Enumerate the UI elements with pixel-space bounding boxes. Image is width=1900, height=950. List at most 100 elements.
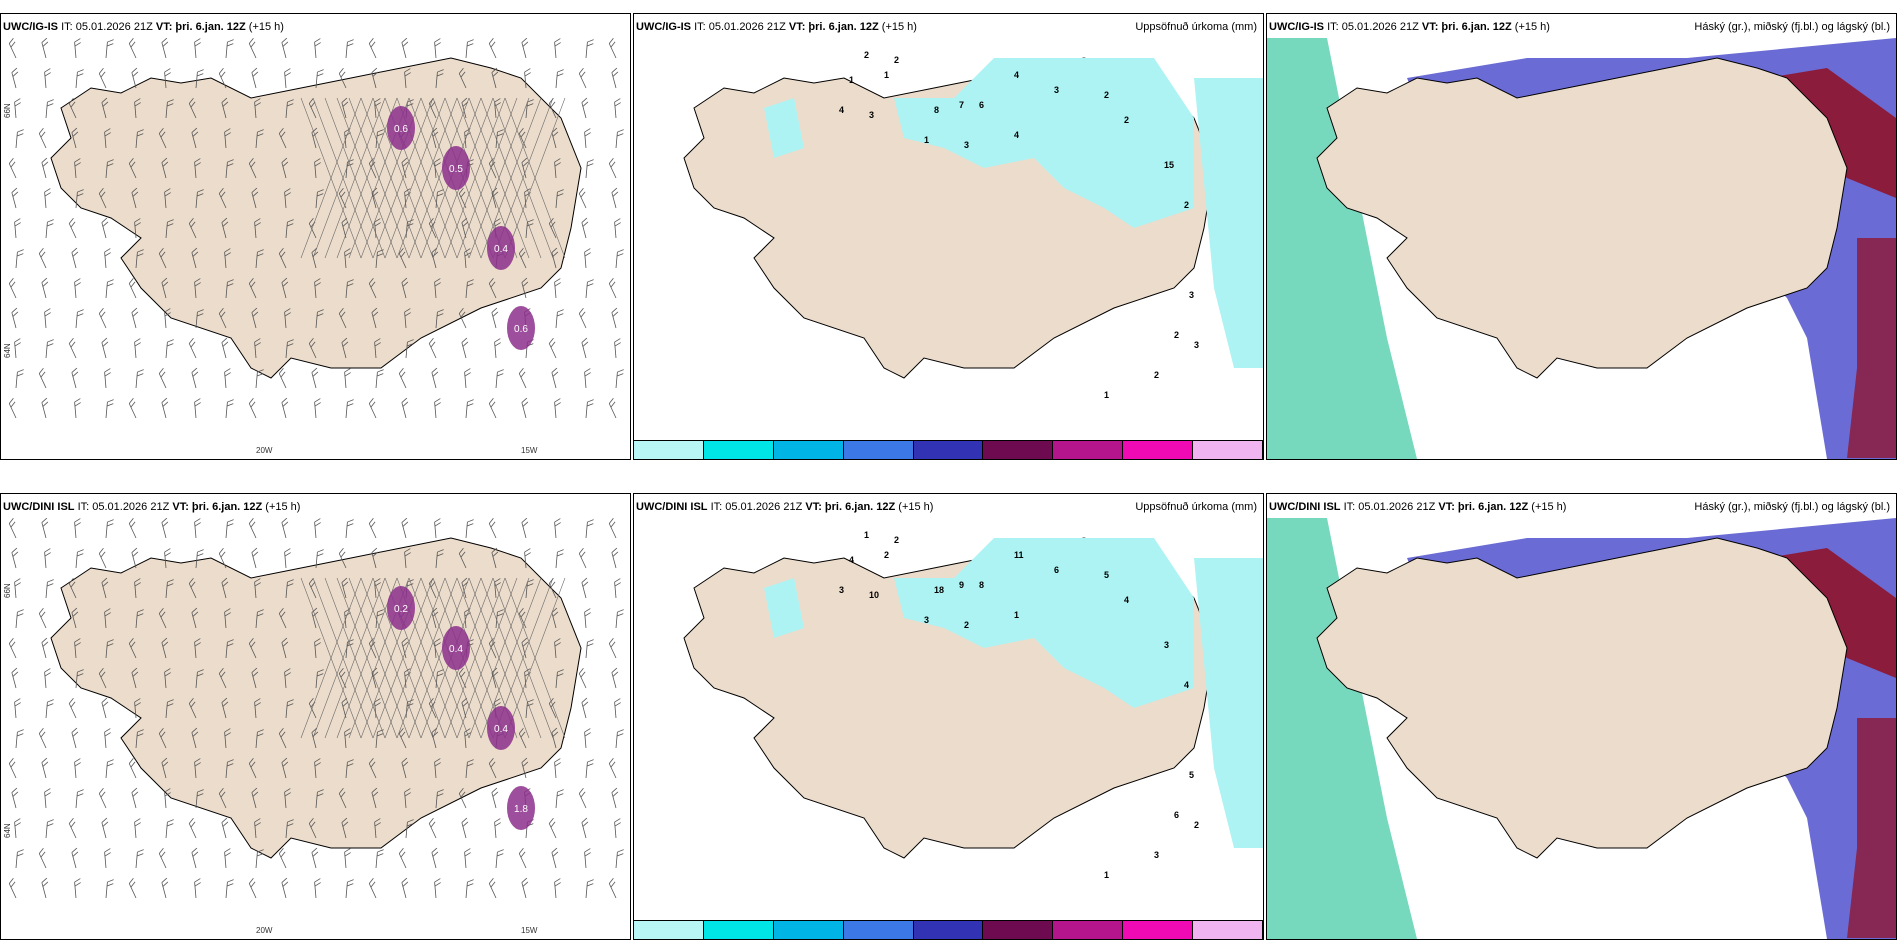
hatch-line — [372, 577, 434, 739]
precip-value: 2 — [1124, 115, 1129, 125]
wind-barb — [14, 98, 21, 119]
iceland-land — [1316, 57, 1848, 379]
precip-map: 1 2 2 4 3 10 18 9 8 11 6 5 4 3 2 1 3 4 5 2 3 6 1 — [634, 518, 1263, 923]
wind-barb — [15, 609, 24, 629]
wind-barb — [128, 877, 137, 899]
wind-barb — [71, 367, 79, 389]
wind-barb — [251, 667, 259, 689]
wind-barb — [165, 339, 174, 359]
precip-legend: 110255075100150200400 — [634, 920, 1263, 939]
precip-value: 8 — [934, 105, 939, 115]
panel-dini-cloud: UWC/DINI ISL IT: 05.01.2026 21Z VT: þri.… — [1266, 493, 1897, 940]
hatch-line — [396, 97, 458, 259]
wind-barb — [104, 728, 111, 749]
hatch-line — [480, 577, 542, 739]
wind-barb — [218, 307, 227, 329]
wind-barb — [431, 127, 439, 149]
wind-barb — [251, 307, 259, 329]
wind-barb — [518, 607, 527, 629]
wind-barb — [101, 697, 109, 719]
wind-barb — [554, 878, 561, 899]
wind-barb — [341, 337, 349, 359]
precip-value: 2 — [894, 535, 899, 545]
wind-barb — [194, 158, 201, 179]
wind-barb — [135, 249, 144, 269]
precip-region — [1194, 78, 1263, 368]
wind-barb — [521, 277, 529, 299]
wind-barb — [555, 309, 564, 329]
wind-barb — [584, 608, 591, 629]
wind-barb — [255, 849, 264, 869]
wind-barb — [521, 757, 529, 779]
field-title: Háský (gr.), miðský (fj.bl.) og lágský (… — [1694, 501, 1890, 513]
wind-barb — [134, 698, 141, 719]
wind-barb — [398, 367, 407, 389]
wind-barb — [398, 847, 407, 869]
precip-legend: 110255075100150200400 — [634, 440, 1263, 459]
legend-swatch — [1123, 921, 1194, 939]
snow-area — [442, 146, 470, 190]
wind-barb — [15, 129, 24, 149]
legend-swatch — [843, 921, 914, 939]
lead-time: (+15 h) — [1514, 21, 1550, 33]
precip-value: 2 — [1194, 820, 1199, 830]
wind-barb — [374, 698, 381, 719]
wind-barb — [131, 67, 139, 89]
wind-barb — [254, 578, 261, 599]
wind-barb — [368, 397, 377, 419]
wind-barb — [158, 367, 167, 389]
precip-value: 1 — [864, 530, 869, 540]
snow-area — [387, 586, 415, 630]
snow-area — [507, 786, 535, 830]
hatch-line — [324, 577, 386, 739]
wind-barb — [68, 97, 77, 119]
wind-barb — [104, 248, 111, 269]
precip-value: 5 — [1104, 570, 1109, 580]
wind-barb — [188, 337, 197, 359]
wind-barb — [284, 188, 291, 209]
panel-header: UWC/DINI ISL IT: 05.01.2026 21Z VT: þri.… — [636, 496, 1261, 518]
wind-barb — [128, 757, 137, 779]
wind-barb — [195, 309, 204, 329]
wind-barb — [164, 188, 171, 209]
wind-barb — [251, 787, 259, 809]
wind-barb — [165, 579, 174, 599]
wind-barb — [278, 727, 287, 749]
wind-barb — [494, 818, 501, 839]
wind-barb — [311, 127, 319, 149]
wind-barb — [8, 397, 17, 419]
snow-value: 0.5 — [449, 164, 463, 175]
wind-barb — [101, 817, 109, 839]
wind-barb — [521, 397, 529, 419]
wind-barb — [585, 759, 594, 779]
wind-barb — [14, 338, 21, 359]
valid-time: þri. 6.jan. 12Z — [175, 21, 246, 33]
wind-barb — [44, 308, 51, 329]
wind-barb — [338, 67, 347, 89]
wind-barb — [14, 218, 21, 239]
wind-barb — [465, 759, 474, 779]
wind-barb — [248, 637, 257, 659]
wind-barb — [615, 129, 624, 149]
precip-value: 15 — [1164, 160, 1174, 170]
wind-barb — [608, 877, 617, 899]
wind-barb — [578, 307, 587, 329]
snow-area — [442, 626, 470, 670]
wind-barb — [14, 698, 21, 719]
snow-areas: 0.4 0.4 0.2 1.8 — [387, 586, 535, 830]
wind-barb — [431, 367, 439, 389]
valid-time: þri. 6.jan. 12Z — [808, 21, 879, 33]
wind-barb — [585, 399, 594, 419]
precip-value: 11 — [1014, 550, 1024, 560]
wind-barb — [8, 637, 17, 659]
wind-barb — [224, 728, 231, 749]
wind-barb — [135, 729, 144, 749]
wind-barb — [525, 699, 534, 719]
wind-barb — [224, 368, 231, 389]
hatch-line — [408, 97, 470, 259]
wind-barb — [344, 248, 351, 269]
wind-barb — [345, 399, 354, 419]
wind-barb — [254, 818, 261, 839]
precip-region — [764, 578, 804, 638]
precip-value: 3 — [869, 110, 874, 120]
